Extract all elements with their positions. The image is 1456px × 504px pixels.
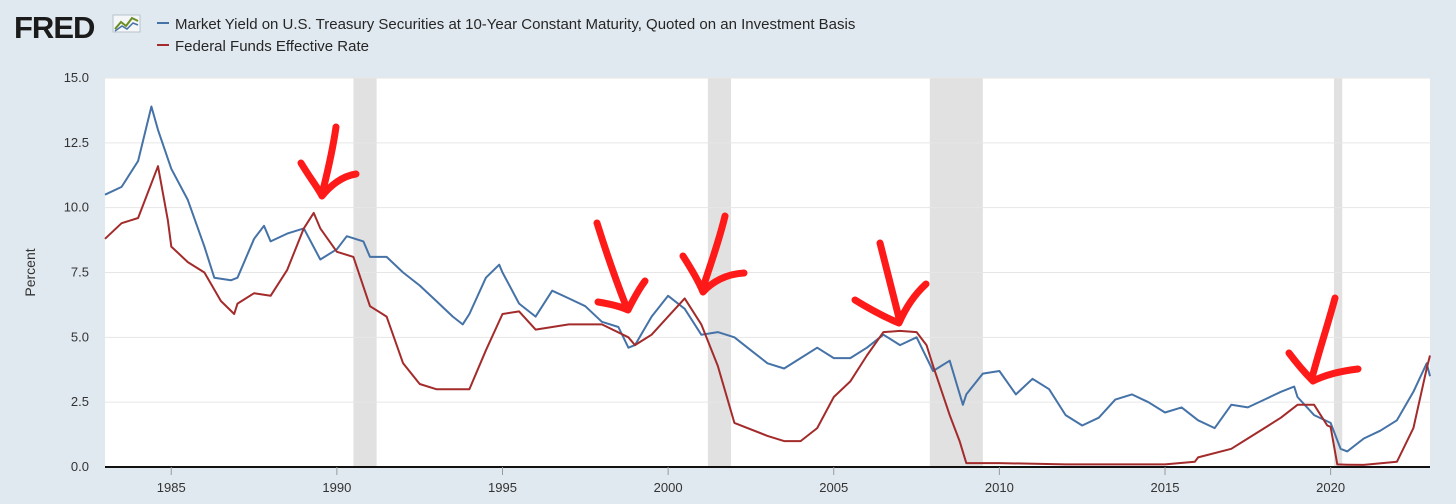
- legend-label-10yr: Market Yield on U.S. Treasury Securities…: [175, 16, 856, 33]
- x-tick-label: 2010: [985, 480, 1014, 495]
- x-tick-label: 2015: [1151, 480, 1180, 495]
- y-tick-label: 2.5: [71, 394, 89, 409]
- red-arrow-annotation: [679, 212, 748, 296]
- y-tick-label: 15.0: [64, 70, 89, 85]
- y-tick-label: 10.0: [64, 200, 89, 215]
- x-tick-label: 1995: [488, 480, 517, 495]
- x-tick-label: 1990: [322, 480, 351, 495]
- x-tick-label: 2020: [1316, 480, 1345, 495]
- legend-label-fedfunds: Federal Funds Effective Rate: [175, 38, 369, 55]
- red-arrow-annotation: [297, 123, 360, 200]
- series-line-10yr-treasury: [104, 105, 1431, 453]
- y-axis-label: Percent: [22, 248, 38, 296]
- x-tick-label: 1985: [157, 480, 186, 495]
- y-tick-label: 5.0: [71, 329, 89, 344]
- x-tick-label: 2005: [819, 480, 848, 495]
- y-tick-label: 12.5: [64, 135, 89, 150]
- x-tick-label: 2000: [654, 480, 683, 495]
- series-line-fed-funds: [104, 165, 1431, 466]
- fred-logo[interactable]: FRED: [14, 10, 95, 45]
- y-tick-label: 0.0: [71, 459, 89, 474]
- y-tick-label: 7.5: [71, 265, 89, 280]
- legend-item-fedfunds: Federal Funds Effective Rate: [157, 38, 369, 55]
- red-arrow-annotation: [851, 239, 930, 327]
- red-arrow-annotation: [1285, 294, 1362, 385]
- red-arrow-annotation: [593, 219, 649, 314]
- legend-swatch-fedfunds: [157, 44, 169, 47]
- legend-item-10yr: Market Yield on U.S. Treasury Securities…: [157, 16, 855, 33]
- legend-swatch-10yr: [157, 22, 169, 25]
- fred-graph-icon: [112, 14, 141, 33]
